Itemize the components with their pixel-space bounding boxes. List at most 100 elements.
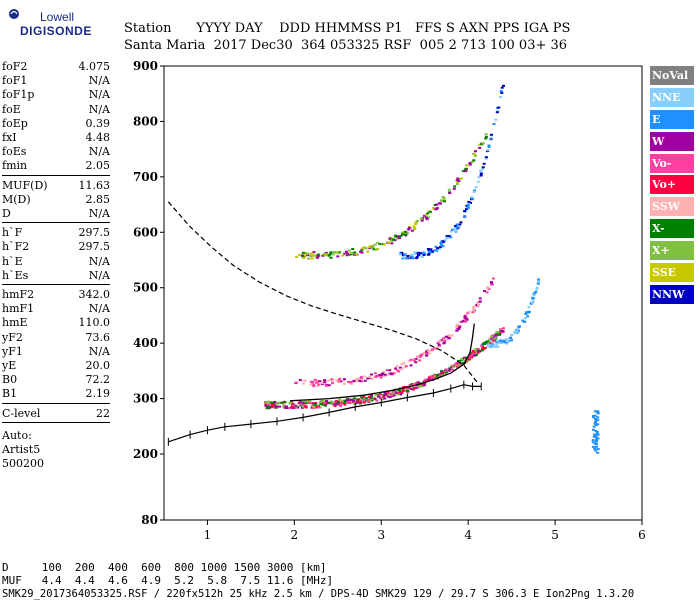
echo-point [416,386,420,389]
echo-point [424,352,428,355]
echo-point [413,253,417,255]
echo-point [342,379,346,382]
echo-point [357,377,361,380]
echo-point [329,251,333,254]
echo-point [522,320,526,323]
param-key: foEp [2,116,28,130]
echo-point [484,157,488,160]
echo-point [456,226,460,229]
echo-point [358,399,362,402]
echo-point [331,253,335,256]
param-separator [2,174,110,176]
echo-point [472,306,476,308]
echo-point [406,386,409,389]
echo-point [413,251,417,254]
echo-point [524,313,528,315]
echo-point [339,401,343,404]
echo-point [346,252,349,255]
echo-point [425,350,429,353]
echo-point [425,354,428,357]
echo-point [431,376,435,379]
echo-point [406,391,409,394]
param-row: foE N/A [2,103,110,117]
echo-point [465,208,468,210]
echo-point [500,91,504,94]
echo-point [293,404,297,407]
echo-point [307,257,311,260]
echo-point [591,441,595,444]
echo-point [337,399,341,402]
param-value: 4.075 [78,60,111,73]
param-separator [2,222,110,224]
auto-info-line: Artist5 [2,443,41,456]
y-tick-label: 200 [133,447,158,461]
echo-point [439,339,443,342]
echo-point [415,255,419,258]
legend-item: Vo- [650,153,694,173]
echo-point [414,358,418,361]
echo-point [328,379,332,382]
param-key: h`E [2,254,23,268]
param-value: 4.48 [85,131,111,144]
echo-point [475,353,479,356]
echo-point [476,347,480,350]
param-value: 11.63 [78,178,111,192]
echo-point [480,349,484,352]
echo-point [492,338,496,341]
echo-point [595,430,599,433]
param-value: 342.0 [78,288,111,301]
echo-point [481,346,485,349]
echo-point [449,230,453,233]
echo-point [374,394,378,397]
param-key: hmE [2,316,28,330]
echo-point [496,345,500,348]
echo-point [459,320,463,323]
echo-point [488,342,492,345]
echo-point [591,445,595,448]
echo-point [526,315,530,318]
echo-point [301,402,305,405]
echo-point [449,236,453,239]
echo-point [450,364,454,367]
echo-point [308,400,312,403]
echo-point [404,389,408,392]
echo-point [370,378,374,381]
echo-point [363,375,367,378]
echo-point [489,340,493,343]
echo-point [435,346,439,349]
echo-point [363,379,367,382]
echo-point [497,333,501,336]
echo-point [349,253,353,256]
echo-point [464,317,468,320]
echo-point [442,199,446,202]
echo-point [444,368,448,371]
legend-item: X- [650,219,694,239]
echo-point [513,332,517,335]
echo-point [453,185,457,188]
echo-point [423,383,427,385]
echo-point [527,306,531,309]
echo-point [393,234,397,237]
echo-point [464,314,468,317]
echo-point [322,401,326,404]
echo-point [527,310,530,313]
param-key: B1 [2,387,18,401]
echo-point [367,246,371,249]
echo-point [300,253,304,256]
echo-point [348,381,352,384]
echo-point [441,371,445,374]
echo-point [266,404,270,407]
echo-point [435,374,439,376]
echo-point [378,374,382,376]
echo-point [342,378,346,381]
echo-point [489,133,493,136]
echo-point [479,174,483,177]
echo-point [429,349,433,352]
echo-point [370,394,374,397]
echo-point [351,248,355,250]
echo-point [431,250,435,253]
echo-point [459,359,463,362]
echo-point [429,375,433,378]
echo-point [403,230,407,233]
echo-point [447,337,451,340]
